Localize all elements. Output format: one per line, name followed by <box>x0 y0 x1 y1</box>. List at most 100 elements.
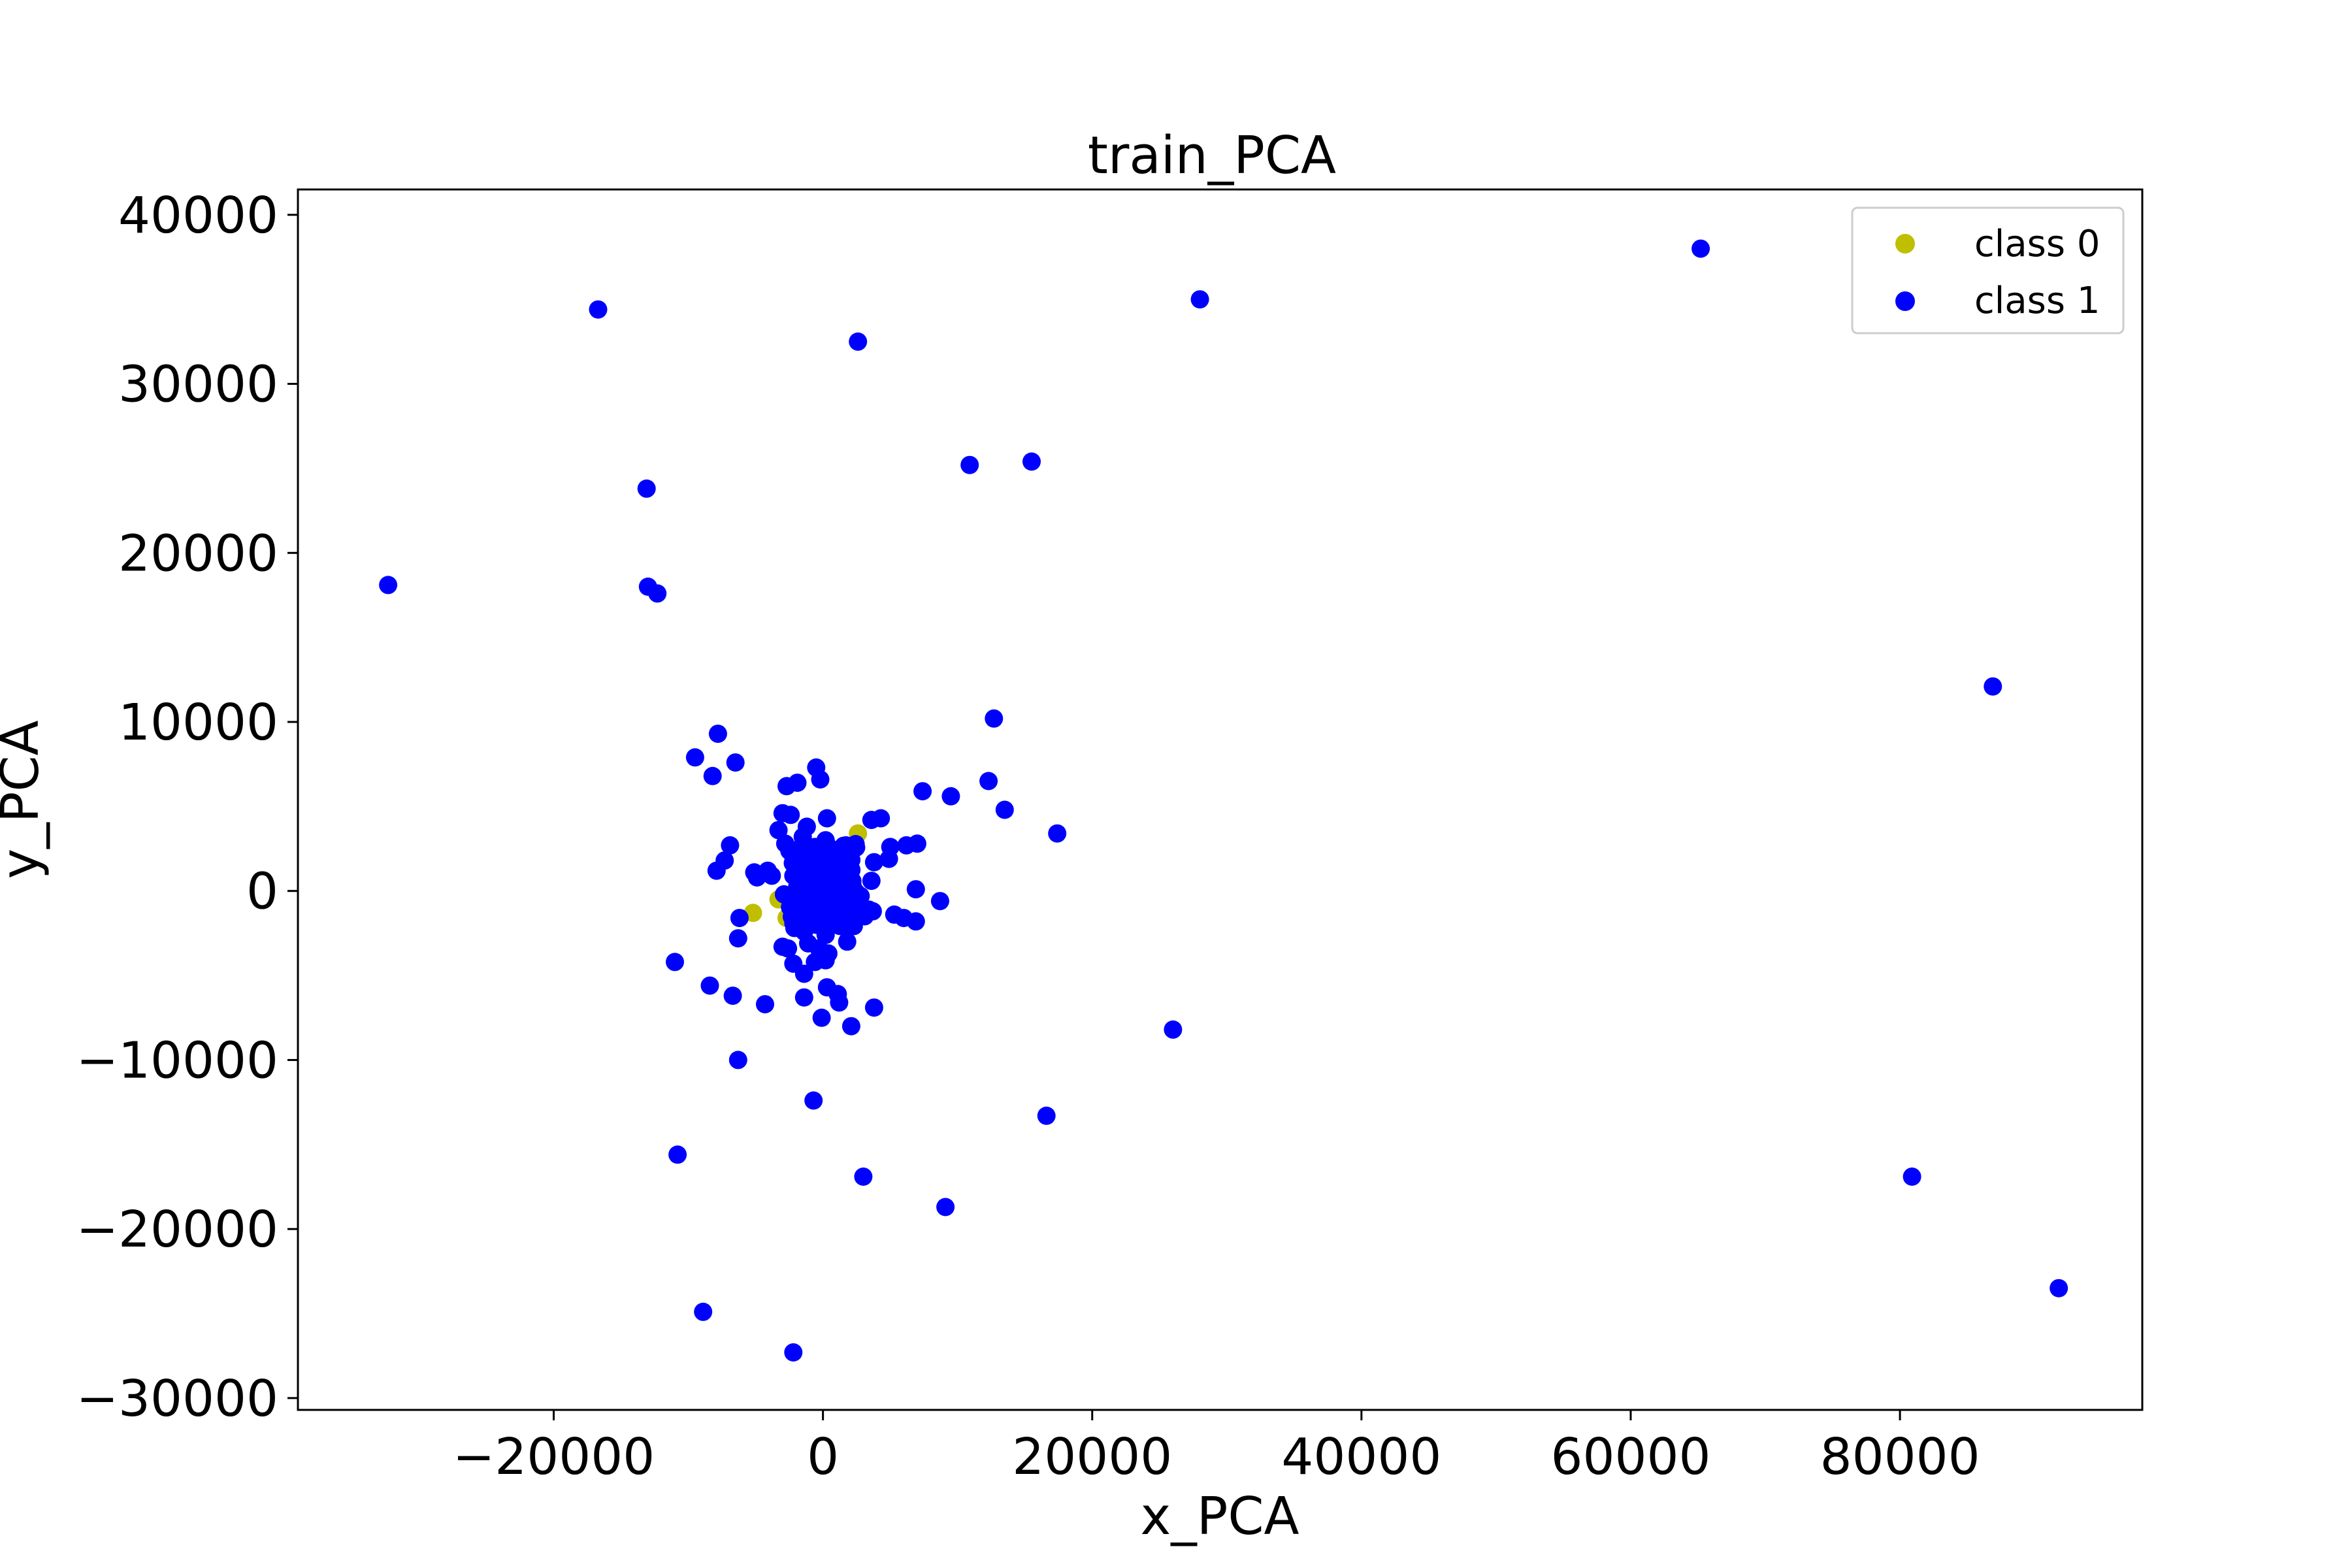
point-class-1-0 <box>1691 239 1710 258</box>
point-class-1-221 <box>844 917 863 936</box>
x-tick-label: 60000 <box>1551 1428 1711 1486</box>
point-class-1-31 <box>769 821 788 840</box>
point-class-1-107 <box>841 1017 860 1036</box>
point-class-1-85 <box>730 909 749 928</box>
point-class-1-86 <box>728 929 747 948</box>
point-class-1-4 <box>960 455 979 474</box>
point-class-1-22 <box>979 772 998 791</box>
point-class-1-235 <box>834 836 853 855</box>
point-class-1-29 <box>817 809 836 828</box>
chart-title: train_PCA <box>1088 125 1336 186</box>
point-class-1-20 <box>913 782 932 801</box>
point-class-1-2 <box>589 300 608 319</box>
point-class-1-88 <box>779 939 798 958</box>
point-class-1-6 <box>637 479 656 498</box>
y-tick-label: 30000 <box>118 356 278 414</box>
x-tick-label: −20000 <box>453 1428 655 1486</box>
y-tick-label: −30000 <box>76 1370 278 1428</box>
legend-label-class-0: class 0 <box>1974 223 2100 265</box>
point-class-1-105 <box>864 998 883 1017</box>
point-class-1-11 <box>985 709 1004 728</box>
point-class-1-95 <box>794 964 813 983</box>
point-class-1-35 <box>721 836 740 855</box>
point-class-1-217 <box>825 883 843 902</box>
point-class-1-238 <box>794 868 813 887</box>
point-class-1-116 <box>2050 1279 2068 1298</box>
point-class-1-204 <box>841 902 860 921</box>
point-class-1-40 <box>745 863 764 882</box>
point-class-1-13 <box>685 748 704 767</box>
point-class-1-3 <box>849 332 868 351</box>
point-class-1-98 <box>700 976 719 995</box>
legend-label-class-1: class 1 <box>1974 280 2100 322</box>
point-class-1-69 <box>863 902 882 921</box>
point-class-1-37 <box>707 861 726 880</box>
point-class-1-42 <box>864 853 883 872</box>
point-class-1-100 <box>756 995 774 1014</box>
point-class-1-233 <box>807 883 825 902</box>
y-tick-label: 0 <box>246 863 278 921</box>
x-axis-ticks: −20000 0 20000 40000 60000 80000 <box>453 1410 1980 1486</box>
point-class-1-26 <box>781 806 800 825</box>
point-class-1-222 <box>831 868 850 887</box>
point-class-1-97 <box>666 953 684 972</box>
point-class-1-96 <box>838 932 857 951</box>
point-class-1-70 <box>930 892 949 911</box>
point-class-1-234 <box>784 899 803 918</box>
y-tick-label: 20000 <box>118 525 278 583</box>
plot-area-frame <box>297 188 2144 1411</box>
y-axis-ticks: −30000 −20000 −10000 0 10000 20000 30000 40000 <box>76 187 298 1428</box>
point-class-1-93 <box>816 951 835 970</box>
point-class-1-104 <box>830 993 849 1012</box>
point-class-1-232 <box>825 853 844 872</box>
point-class-1-43 <box>862 872 881 890</box>
point-class-1-227 <box>821 839 840 858</box>
point-class-1-41 <box>879 849 898 868</box>
x-tick-label: 0 <box>807 1428 839 1486</box>
point-class-1-106 <box>812 1008 831 1027</box>
point-class-1-231 <box>847 883 866 902</box>
point-class-1-115 <box>936 1198 955 1217</box>
x-tick-label: 80000 <box>1820 1428 1980 1486</box>
x-tick-label: 20000 <box>1012 1428 1172 1486</box>
point-class-1-21 <box>941 787 960 806</box>
point-class-1-114 <box>1903 1168 1921 1186</box>
point-class-1-12 <box>708 725 727 743</box>
point-class-1-73 <box>906 912 925 931</box>
y-tick-label: −20000 <box>76 1201 278 1259</box>
legend: class 0 class 1 <box>1851 206 2125 335</box>
point-class-1-34 <box>907 834 926 853</box>
point-class-1-44 <box>762 866 781 885</box>
legend-marker-class-0 <box>1895 234 1915 253</box>
point-class-1-112 <box>668 1145 687 1164</box>
point-class-1-5 <box>1022 452 1041 471</box>
point-class-1-109 <box>728 1051 747 1070</box>
point-class-1-1 <box>1190 290 1209 309</box>
x-axis-title: x_PCA <box>1140 1486 1299 1546</box>
point-class-1-111 <box>1037 1106 1056 1125</box>
point-class-1-10 <box>1984 677 2002 696</box>
point-class-1-101 <box>794 988 813 1007</box>
y-axis-title: y_PCA <box>0 720 50 879</box>
y-tick-label: 40000 <box>118 187 278 245</box>
point-class-1-9 <box>648 584 667 603</box>
legend-box <box>1851 206 2125 335</box>
x-tick-label: 40000 <box>1281 1428 1441 1486</box>
point-class-1-24 <box>1048 824 1067 843</box>
point-class-1-14 <box>703 766 722 785</box>
point-class-1-236 <box>790 840 809 859</box>
point-class-1-7 <box>379 576 398 595</box>
point-class-1-213 <box>830 917 849 936</box>
y-tick-label: 10000 <box>118 694 278 752</box>
point-class-1-110 <box>804 1091 823 1110</box>
y-tick-label: −10000 <box>76 1032 278 1090</box>
point-class-1-99 <box>723 987 742 1005</box>
point-class-1-237 <box>814 908 833 927</box>
point-class-1-108 <box>1164 1020 1183 1039</box>
point-class-1-118 <box>784 1343 803 1362</box>
point-class-1-28 <box>872 809 890 828</box>
point-class-1-74 <box>906 880 925 899</box>
point-class-1-19 <box>788 774 807 792</box>
point-class-1-117 <box>694 1302 713 1321</box>
